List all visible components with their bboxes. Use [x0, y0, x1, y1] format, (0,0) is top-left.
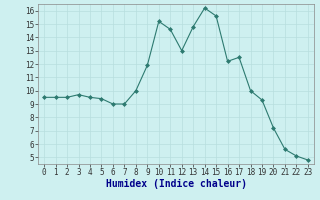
X-axis label: Humidex (Indice chaleur): Humidex (Indice chaleur) — [106, 179, 246, 189]
